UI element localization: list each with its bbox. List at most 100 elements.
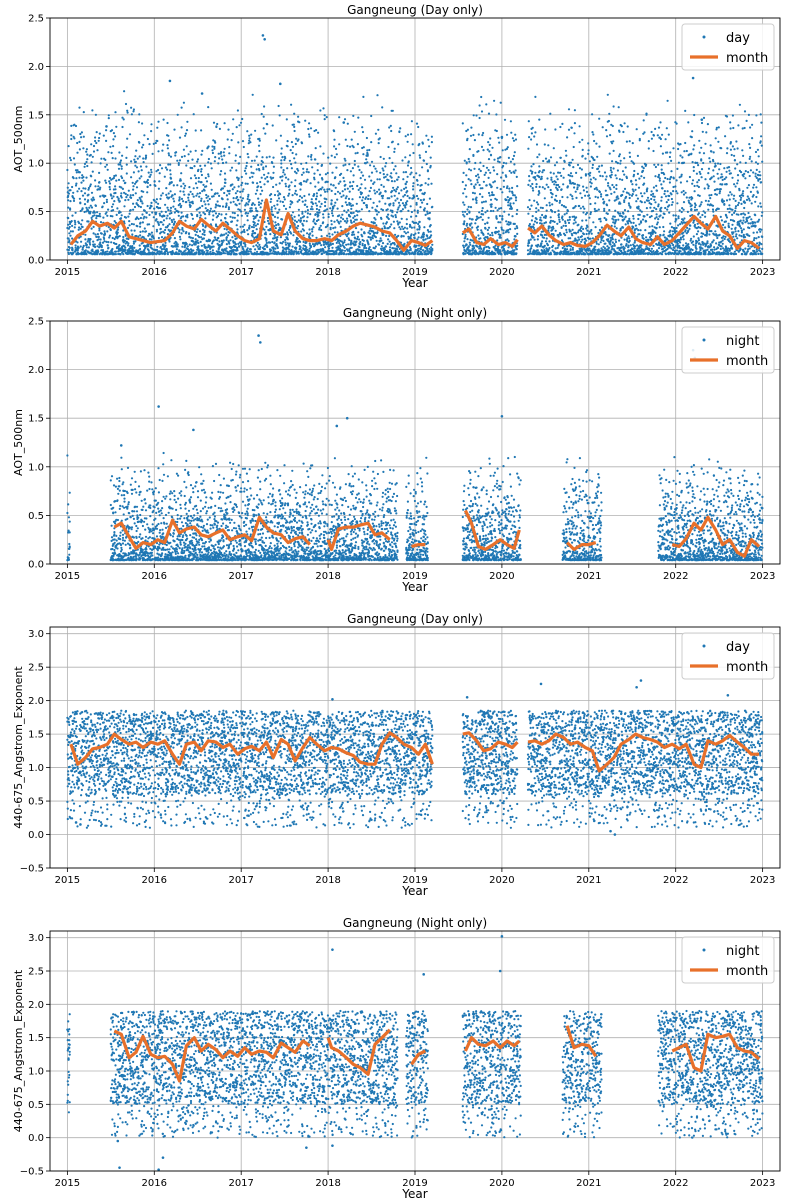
data-point xyxy=(383,227,386,230)
data-point xyxy=(343,239,346,242)
data-point xyxy=(196,192,199,195)
data-point xyxy=(542,159,545,163)
data-point xyxy=(488,194,491,197)
data-point xyxy=(418,226,421,229)
data-point xyxy=(313,252,316,255)
data-point xyxy=(75,171,78,174)
data-point xyxy=(410,210,413,214)
data-point xyxy=(496,186,499,189)
data-point xyxy=(232,118,235,121)
data-point xyxy=(121,125,124,129)
data-point xyxy=(380,249,383,252)
data-point xyxy=(382,169,385,172)
data-point xyxy=(530,219,534,222)
data-point xyxy=(363,178,367,181)
data-point xyxy=(284,157,287,160)
data-point xyxy=(393,227,396,230)
data-point xyxy=(329,228,332,231)
data-point xyxy=(487,141,490,144)
data-point xyxy=(225,202,228,205)
data-point xyxy=(87,199,90,202)
data-point xyxy=(176,243,179,246)
data-point xyxy=(423,209,426,212)
data-point xyxy=(178,235,182,238)
data-point xyxy=(74,184,78,187)
data-point xyxy=(357,165,360,168)
data-point xyxy=(213,147,216,150)
data-point xyxy=(70,220,73,223)
data-point xyxy=(292,123,295,126)
data-point xyxy=(466,238,469,241)
data-point xyxy=(209,209,212,213)
data-point xyxy=(349,181,352,184)
data-point xyxy=(293,125,296,128)
data-point xyxy=(79,132,82,136)
data-point xyxy=(484,200,487,203)
data-point xyxy=(581,219,584,222)
data-point xyxy=(214,206,217,209)
data-point xyxy=(100,249,103,252)
data-point xyxy=(357,231,360,234)
data-point xyxy=(319,205,322,208)
data-point xyxy=(230,252,233,255)
data-point xyxy=(358,168,361,172)
data-point xyxy=(464,184,467,187)
data-point xyxy=(362,146,365,149)
data-point xyxy=(129,209,132,212)
data-point xyxy=(177,210,180,213)
data-point xyxy=(492,181,495,184)
data-point xyxy=(285,253,288,256)
data-point xyxy=(252,202,255,205)
data-point xyxy=(488,246,491,250)
data-point xyxy=(387,238,390,241)
data-point xyxy=(180,172,183,175)
data-point xyxy=(151,152,154,155)
data-point xyxy=(185,164,188,167)
data-point xyxy=(67,206,70,209)
data-point xyxy=(96,211,99,214)
data-point xyxy=(332,206,335,209)
data-point xyxy=(291,201,294,204)
data-point xyxy=(124,192,127,195)
data-point xyxy=(573,109,577,112)
data-point xyxy=(73,123,76,126)
data-point xyxy=(146,181,149,184)
data-point xyxy=(558,199,562,202)
data-point xyxy=(473,246,476,250)
data-point xyxy=(541,213,544,217)
data-point xyxy=(107,151,110,154)
data-point xyxy=(536,249,539,252)
data-point xyxy=(421,166,424,169)
data-point xyxy=(481,134,484,137)
data-point xyxy=(478,104,481,107)
data-point xyxy=(240,199,243,202)
data-point xyxy=(589,178,593,181)
data-point xyxy=(259,216,262,219)
data-point xyxy=(548,159,551,162)
data-point xyxy=(349,243,352,246)
data-point xyxy=(127,189,130,192)
data-point xyxy=(306,209,309,212)
data-point xyxy=(107,226,110,229)
data-point xyxy=(209,207,212,210)
data-point xyxy=(160,231,163,234)
data-point xyxy=(534,95,537,98)
data-point xyxy=(134,192,137,195)
data-point xyxy=(108,185,111,189)
data-point xyxy=(260,112,263,116)
data-point xyxy=(272,165,275,168)
data-point xyxy=(102,216,105,219)
data-point xyxy=(273,234,276,237)
data-point xyxy=(559,156,562,159)
data-point xyxy=(72,177,75,180)
data-point xyxy=(338,116,341,119)
data-point xyxy=(237,198,240,201)
data-point xyxy=(293,112,296,115)
data-point xyxy=(169,155,173,158)
data-point xyxy=(237,242,240,245)
data-point xyxy=(413,195,416,198)
data-point xyxy=(390,180,394,183)
data-point xyxy=(511,137,514,140)
data-point xyxy=(93,211,96,214)
data-point xyxy=(269,200,272,203)
